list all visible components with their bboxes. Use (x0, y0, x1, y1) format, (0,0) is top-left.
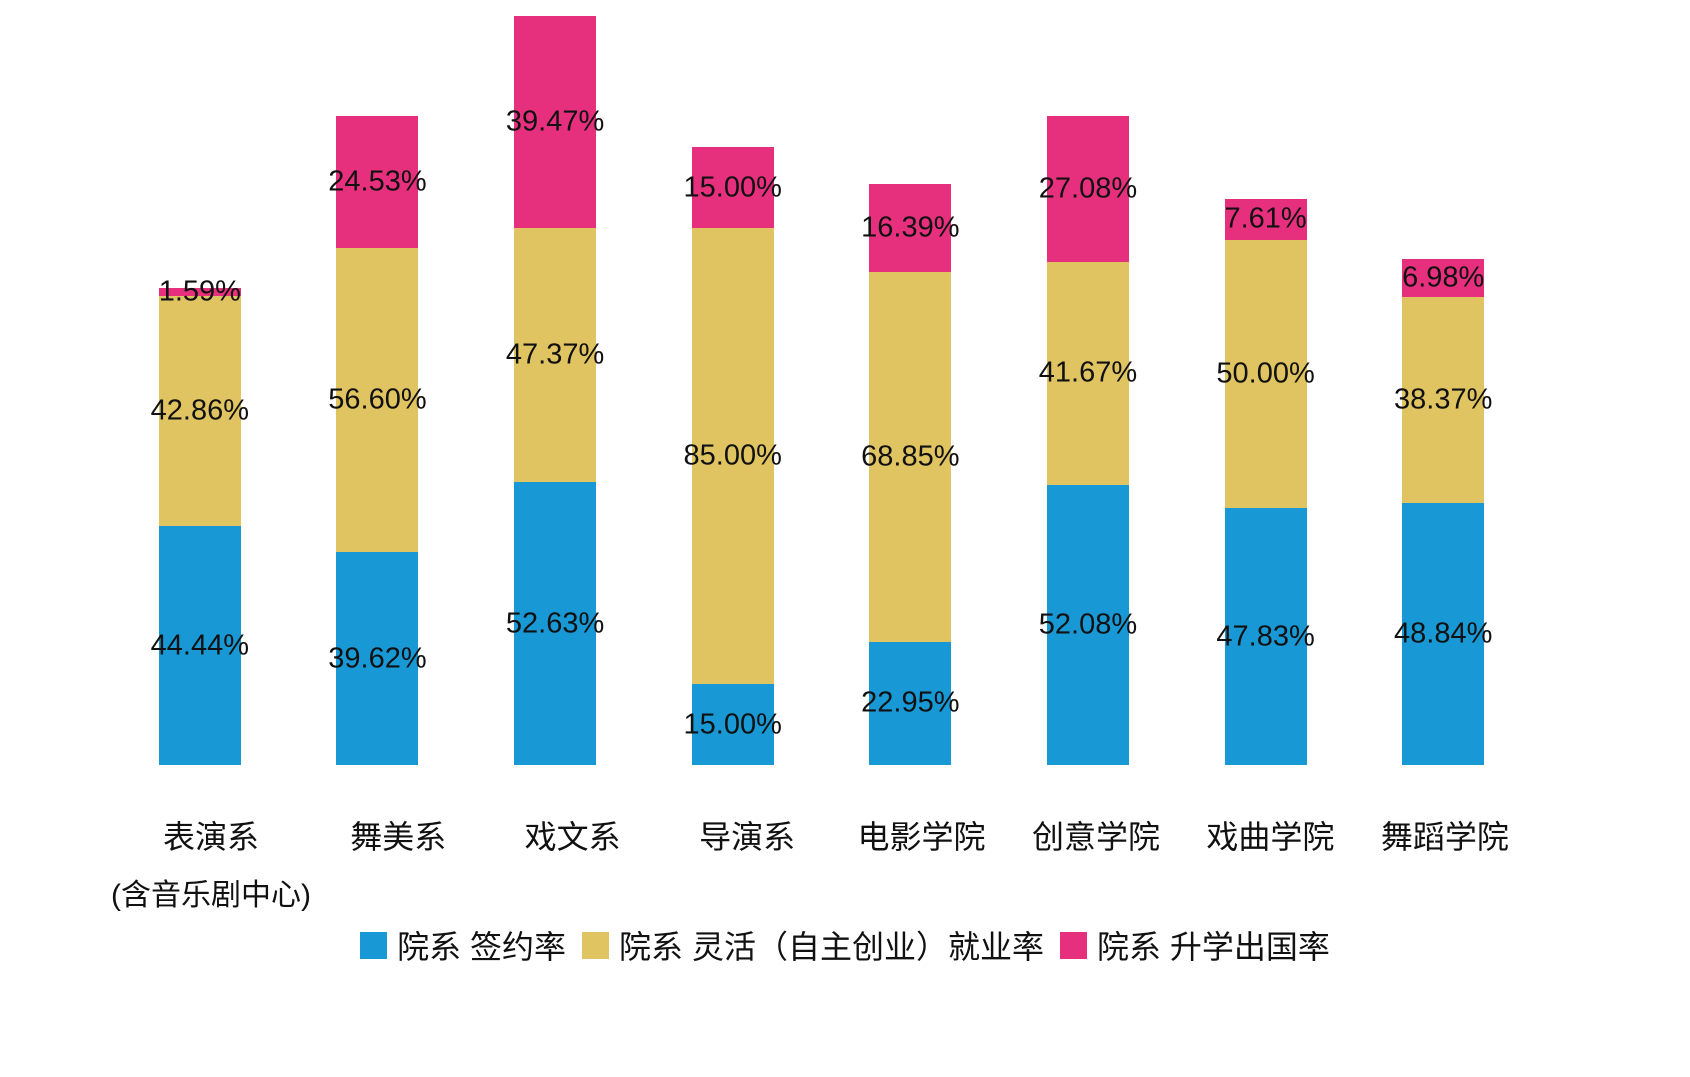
bar-column: 47.83% 50.00% 7.61% (1177, 0, 1355, 765)
legend-item-abroad: 院系 升学出国率 (1059, 922, 1330, 968)
category-axis: 表演系 (含音乐剧中心) 舞美系 戏文系 导演系 电影学院 创意学院 戏曲学院 舞蹈学院 (111, 818, 1532, 914)
bar-segment-signed: 39.62% (328, 552, 427, 765)
bar-segment-signed: 22.95% (861, 641, 959, 765)
value-label-flexible: 50.00% (1216, 357, 1315, 390)
bar-segment-signed: 47.83% (1216, 508, 1315, 765)
legend-label-abroad: 院系 升学出国率 (1096, 929, 1330, 965)
bar-segment-flexible: 47.37% (506, 227, 604, 483)
value-label-abroad: 27.08% (1038, 172, 1138, 205)
value-label-flexible: 68.85% (861, 440, 960, 473)
category-label-line2: (含音乐剧中心) (111, 879, 311, 913)
bar-segment-abroad: 24.53% (328, 116, 427, 249)
bar-segment-flexible: 50.00% (1216, 239, 1315, 509)
category-label-line1: 戏文系 (524, 819, 621, 855)
bar-segment-signed: 52.63% (506, 482, 604, 765)
legend-swatch-signed (360, 931, 388, 959)
bar-segment-signed: 52.08% (1039, 485, 1137, 765)
value-label-signed: 39.62% (328, 642, 427, 675)
bar-segment-signed: 44.44% (151, 526, 249, 765)
stacked-bar: 47.83% 50.00% 7.61% (1216, 198, 1315, 765)
stacked-bar: 15.00% 85.00% 15.00% (684, 147, 782, 765)
stacked-bar: 52.08% 41.67% 27.08% (1039, 116, 1137, 765)
value-label-flexible: 47.37% (505, 338, 605, 371)
bar-segment-signed: 48.84% (1394, 502, 1492, 765)
stacked-bar: 48.84% 38.37% 6.98% (1394, 259, 1492, 765)
bar-segment-abroad: 6.98% (1402, 259, 1484, 297)
category-label-line1: 舞美系 (350, 819, 447, 855)
value-label-abroad: 1.59% (158, 275, 241, 308)
value-label-abroad: 24.53% (328, 165, 427, 198)
value-label-signed: 44.44% (150, 629, 249, 662)
bar-column: 15.00% 85.00% 15.00% (644, 0, 822, 765)
category-label-line1: 表演系 (162, 819, 259, 855)
stacked-bar: 39.62% 56.60% 24.53% (328, 116, 427, 765)
bar-segment-abroad: 16.39% (861, 183, 959, 272)
value-label-signed: 48.84% (1394, 617, 1493, 650)
value-label-signed: 52.63% (505, 607, 605, 640)
category-label: 表演系 (含音乐剧中心) (111, 818, 311, 914)
legend-label-signed: 院系 签约率 (397, 929, 567, 965)
category-label-line1: 导演系 (699, 819, 796, 855)
value-label-abroad: 15.00% (683, 171, 782, 204)
value-label-abroad: 6.98% (1402, 261, 1485, 294)
bar-column: 22.95% 68.85% 16.39% (822, 0, 1000, 765)
bar-segment-signed: 15.00% (684, 684, 782, 765)
value-label-abroad: 7.61% (1224, 202, 1307, 235)
value-label-signed: 15.00% (683, 708, 782, 741)
value-label-flexible: 85.00% (683, 439, 782, 472)
bar-segment-flexible: 68.85% (861, 271, 959, 642)
category-label: 导演系 (660, 818, 834, 914)
category-label: 创意学院 (1009, 818, 1183, 914)
category-label-line1: 戏曲学院 (1206, 819, 1335, 855)
bar-column: 52.63% 47.37% 39.47% (466, 0, 644, 765)
legend-label-flexible: 院系 灵活（自主创业）就业率 (619, 929, 1044, 965)
value-label-flexible: 42.86% (150, 394, 249, 427)
value-label-signed: 47.83% (1216, 620, 1315, 653)
bar-column: 39.62% 56.60% 24.53% (289, 0, 467, 765)
value-label-signed: 52.08% (1038, 608, 1138, 641)
plot-area: 44.44% 42.86% 1.59% 39.62% 56.60% 24.53% 52.63… (111, 0, 1532, 765)
bar-segment-abroad: 15.00% (684, 147, 782, 228)
value-label-abroad: 39.47% (505, 105, 605, 138)
value-label-signed: 22.95% (861, 686, 960, 719)
stacked-bar: 22.95% 68.85% 16.39% (861, 183, 959, 765)
bar-column: 44.44% 42.86% 1.59% (111, 0, 289, 765)
bar-segment-abroad: 1.59% (159, 277, 241, 306)
category-label-line1: 电影学院 (857, 819, 986, 855)
value-label-abroad: 16.39% (861, 211, 960, 244)
bar-column: 52.08% 41.67% 27.08% (999, 0, 1177, 765)
bar-segment-flexible: 85.00% (684, 227, 782, 685)
category-label-line1: 创意学院 (1031, 819, 1160, 855)
stacked-bar: 44.44% 42.86% 1.59% (151, 277, 249, 765)
value-label-flexible: 41.67% (1038, 356, 1138, 389)
bar-segment-flexible: 56.60% (328, 248, 427, 553)
bar-segment-abroad: 27.08% (1039, 116, 1137, 262)
bar-segment-abroad: 39.47% (506, 15, 604, 228)
bar-column: 48.84% 38.37% 6.98% (1354, 0, 1532, 765)
bar-segment-flexible: 41.67% (1039, 261, 1137, 486)
bar-segment-abroad: 7.61% (1224, 198, 1307, 240)
category-label: 舞美系 (311, 818, 485, 914)
legend-item-flexible: 院系 灵活（自主创业）就业率 (582, 922, 1044, 968)
value-label-flexible: 56.60% (328, 383, 427, 416)
value-label-flexible: 38.37% (1394, 383, 1493, 416)
category-label-line1: 舞蹈学院 (1380, 819, 1509, 855)
bar-segment-flexible: 42.86% (151, 296, 249, 527)
category-label: 电影学院 (834, 818, 1008, 914)
bar-segment-flexible: 38.37% (1394, 296, 1492, 503)
category-label: 舞蹈学院 (1358, 818, 1532, 914)
category-label: 戏文系 (485, 818, 659, 914)
stacked-bar: 52.63% 47.37% 39.47% (506, 15, 604, 765)
category-label: 戏曲学院 (1183, 818, 1357, 914)
legend-item-signed: 院系 签约率 (360, 922, 566, 968)
legend-swatch-abroad (1059, 931, 1087, 959)
legend-swatch-flexible (582, 931, 610, 959)
legend: 院系 签约率 院系 灵活（自主创业）就业率 院系 升学出国率 (0, 922, 1690, 968)
